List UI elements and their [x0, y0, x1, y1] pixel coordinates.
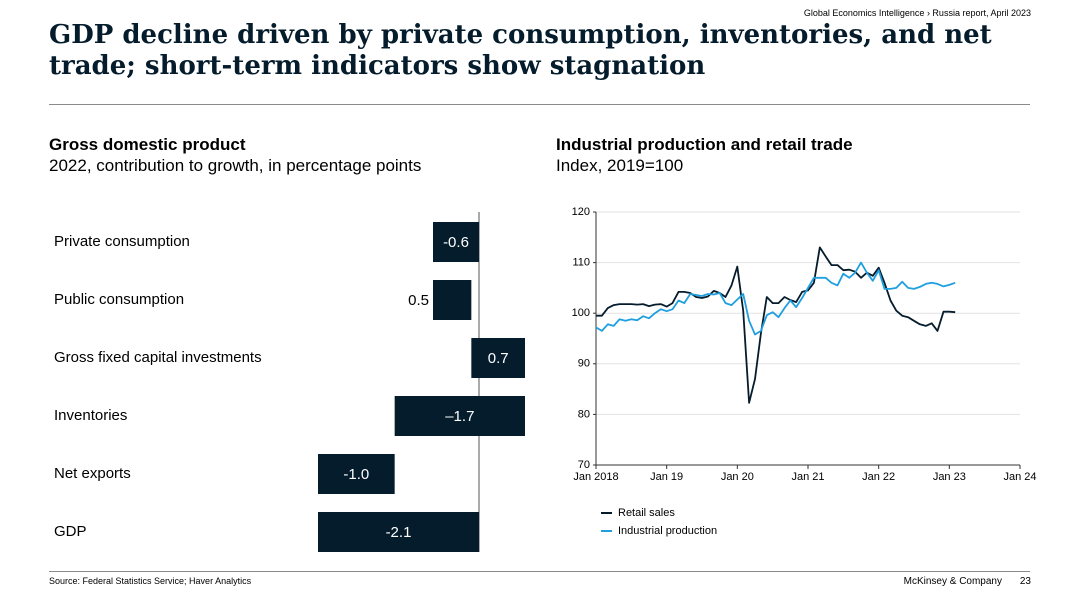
- bar-label-private-consumption: Private consumption: [54, 233, 190, 250]
- bar-public-consumption: [433, 280, 472, 320]
- gdp-chart-subtitle: 2022, contribution to growth, in percent…: [49, 156, 422, 175]
- x-tick-label-5: Jan 23: [933, 471, 966, 483]
- x-tick-label-3: Jan 21: [791, 471, 824, 483]
- legend-item-retail-sales: Retail sales: [601, 507, 675, 519]
- y-tick-label-90: 90: [578, 358, 590, 370]
- bar-label-gross-fixed-capital: Gross fixed capital investments: [54, 349, 262, 366]
- bar-gross-fixed-capital-investments: [471, 338, 525, 378]
- line-chart-title: Industrial production and retail trade: [556, 135, 853, 154]
- bar-value-inventories: –1.7: [445, 408, 474, 425]
- page-title: GDP decline driven by private consumptio…: [49, 20, 992, 81]
- line-chart-subtitle: Index, 2019=100: [556, 156, 684, 175]
- page-number: 23: [1019, 576, 1031, 587]
- bar-value-gdp: -2.1: [386, 524, 412, 541]
- bar-value-private-consumption: -0.6: [443, 234, 469, 251]
- x-tick-label-1: Jan 19: [650, 471, 683, 483]
- series-line-retail-sales: [596, 246, 956, 404]
- bar-label-net-exports: Net exports: [54, 465, 131, 482]
- bar-label-gdp: GDP: [54, 523, 87, 540]
- bar-gdp: [318, 512, 479, 552]
- breadcrumb: Global Economics Intelligence › Russia r…: [803, 8, 1031, 18]
- x-tick-label-6: Jan 24: [1003, 471, 1036, 483]
- legend-swatch-industrial-production: [601, 530, 612, 533]
- gdp-chart-title: Gross domestic product: [49, 135, 246, 154]
- x-tick-label-4: Jan 22: [862, 471, 895, 483]
- x-tick-label-2: Jan 20: [721, 471, 754, 483]
- footer-divider: [49, 571, 1030, 572]
- y-tick-label-80: 80: [578, 408, 590, 420]
- y-tick-label-120: 120: [572, 206, 590, 218]
- y-tick-label-100: 100: [572, 307, 590, 319]
- series-line-industrial-production: [595, 261, 956, 336]
- x-tick-label-0: Jan 2018: [573, 471, 618, 483]
- source-note: Source: Federal Statistics Service; Have…: [49, 576, 252, 586]
- title-divider: [49, 104, 1030, 105]
- bar-value-public-consumption: 0.5: [408, 292, 429, 309]
- bar-net-exports: [318, 454, 395, 494]
- bar-label-public-consumption: Public consumption: [54, 291, 185, 308]
- legend-label-industrial-production: Industrial production: [618, 525, 718, 537]
- bar-value-net-exports: -1.0: [343, 466, 369, 483]
- legend-label-retail-sales: Retail sales: [618, 507, 675, 519]
- y-tick-label-110: 110: [572, 257, 590, 269]
- bar-value-gross-fixed-capital-investments: 0.7: [488, 350, 509, 367]
- legend-swatch-retail-sales: [601, 512, 612, 515]
- brand-name: McKinsey & Company: [903, 576, 1002, 587]
- bar-label-inventories: Inventories: [54, 407, 128, 424]
- legend-item-industrial-production: Industrial production: [601, 525, 717, 537]
- y-tick-label-70: 70: [578, 459, 590, 471]
- bar-private-consumption: [433, 222, 479, 262]
- bar-inventories: [394, 396, 525, 436]
